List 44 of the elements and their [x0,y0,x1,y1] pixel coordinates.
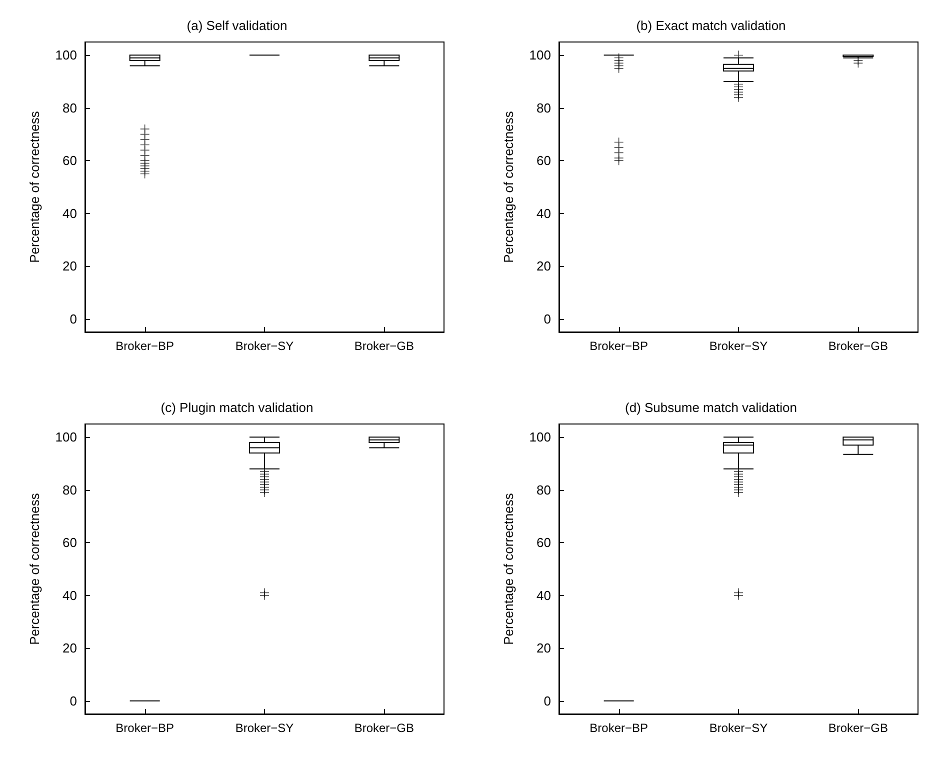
y-axis-title: Percentage of correctness [27,492,42,645]
y-tick-label: 80 [62,482,77,498]
y-tick-label: 60 [536,535,551,550]
x-tick-label: Broker−GB [354,721,414,735]
y-tick-label: 60 [62,535,77,550]
x-tick-label: Broker−SY [235,339,294,353]
y-tick-label: 20 [62,258,77,274]
y-tick-label: 20 [62,640,77,656]
y-tick-label: 80 [536,100,551,116]
y-tick-label: 40 [62,206,77,221]
chart-title: (d) Subsume match validation [625,400,797,415]
y-tick-label: 100 [55,48,77,63]
y-tick-label: 80 [536,482,551,498]
y-tick-label: 40 [536,588,551,603]
y-tick-label: 0 [544,693,551,708]
x-tick-label: Broker−GB [354,339,414,353]
y-tick-label: 20 [536,640,551,656]
chart-title: (b) Exact match validation [636,18,786,33]
y-tick-label: 0 [70,693,77,708]
x-tick-label: Broker−GB [828,339,888,353]
y-tick-label: 20 [536,258,551,274]
x-tick-label: Broker−BP [116,339,174,353]
x-tick-label: Broker−SY [235,721,294,735]
y-tick-label: 80 [62,100,77,116]
x-tick-label: Broker−SY [709,339,768,353]
y-tick-label: 60 [62,153,77,168]
y-tick-label: 100 [55,430,77,445]
y-tick-label: 100 [529,48,551,63]
x-tick-label: Broker−GB [828,721,888,735]
y-tick-label: 60 [536,153,551,168]
y-tick-label: 0 [544,311,551,326]
y-tick-label: 0 [70,311,77,326]
y-tick-label: 40 [62,588,77,603]
x-tick-label: Broker−BP [590,721,648,735]
x-tick-label: Broker−SY [709,721,768,735]
x-tick-label: Broker−BP [590,339,648,353]
chart-title: (c) Plugin match validation [160,400,314,415]
chart-title: (a) Self validation [186,18,288,33]
y-tick-label: 40 [536,206,551,221]
y-axis-title: Percentage of correctness [501,110,516,263]
y-tick-label: 100 [529,430,551,445]
x-tick-label: Broker−BP [116,721,174,735]
y-axis-title: Percentage of correctness [27,110,42,263]
y-axis-title: Percentage of correctness [501,492,516,645]
